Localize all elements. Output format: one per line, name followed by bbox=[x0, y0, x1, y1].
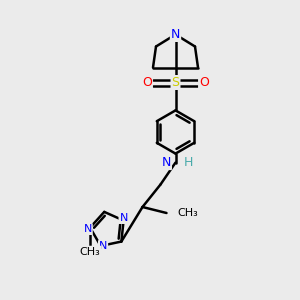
Text: N: N bbox=[162, 156, 171, 169]
Text: CH₃: CH₃ bbox=[80, 247, 101, 256]
Text: S: S bbox=[172, 76, 179, 89]
Text: N: N bbox=[83, 224, 92, 234]
Text: N: N bbox=[171, 28, 180, 41]
Text: N: N bbox=[119, 213, 128, 223]
Text: O: O bbox=[199, 76, 209, 89]
Text: N: N bbox=[99, 241, 107, 251]
Text: CH₃: CH₃ bbox=[177, 208, 198, 218]
Text: H: H bbox=[184, 156, 193, 169]
Text: O: O bbox=[142, 76, 152, 89]
